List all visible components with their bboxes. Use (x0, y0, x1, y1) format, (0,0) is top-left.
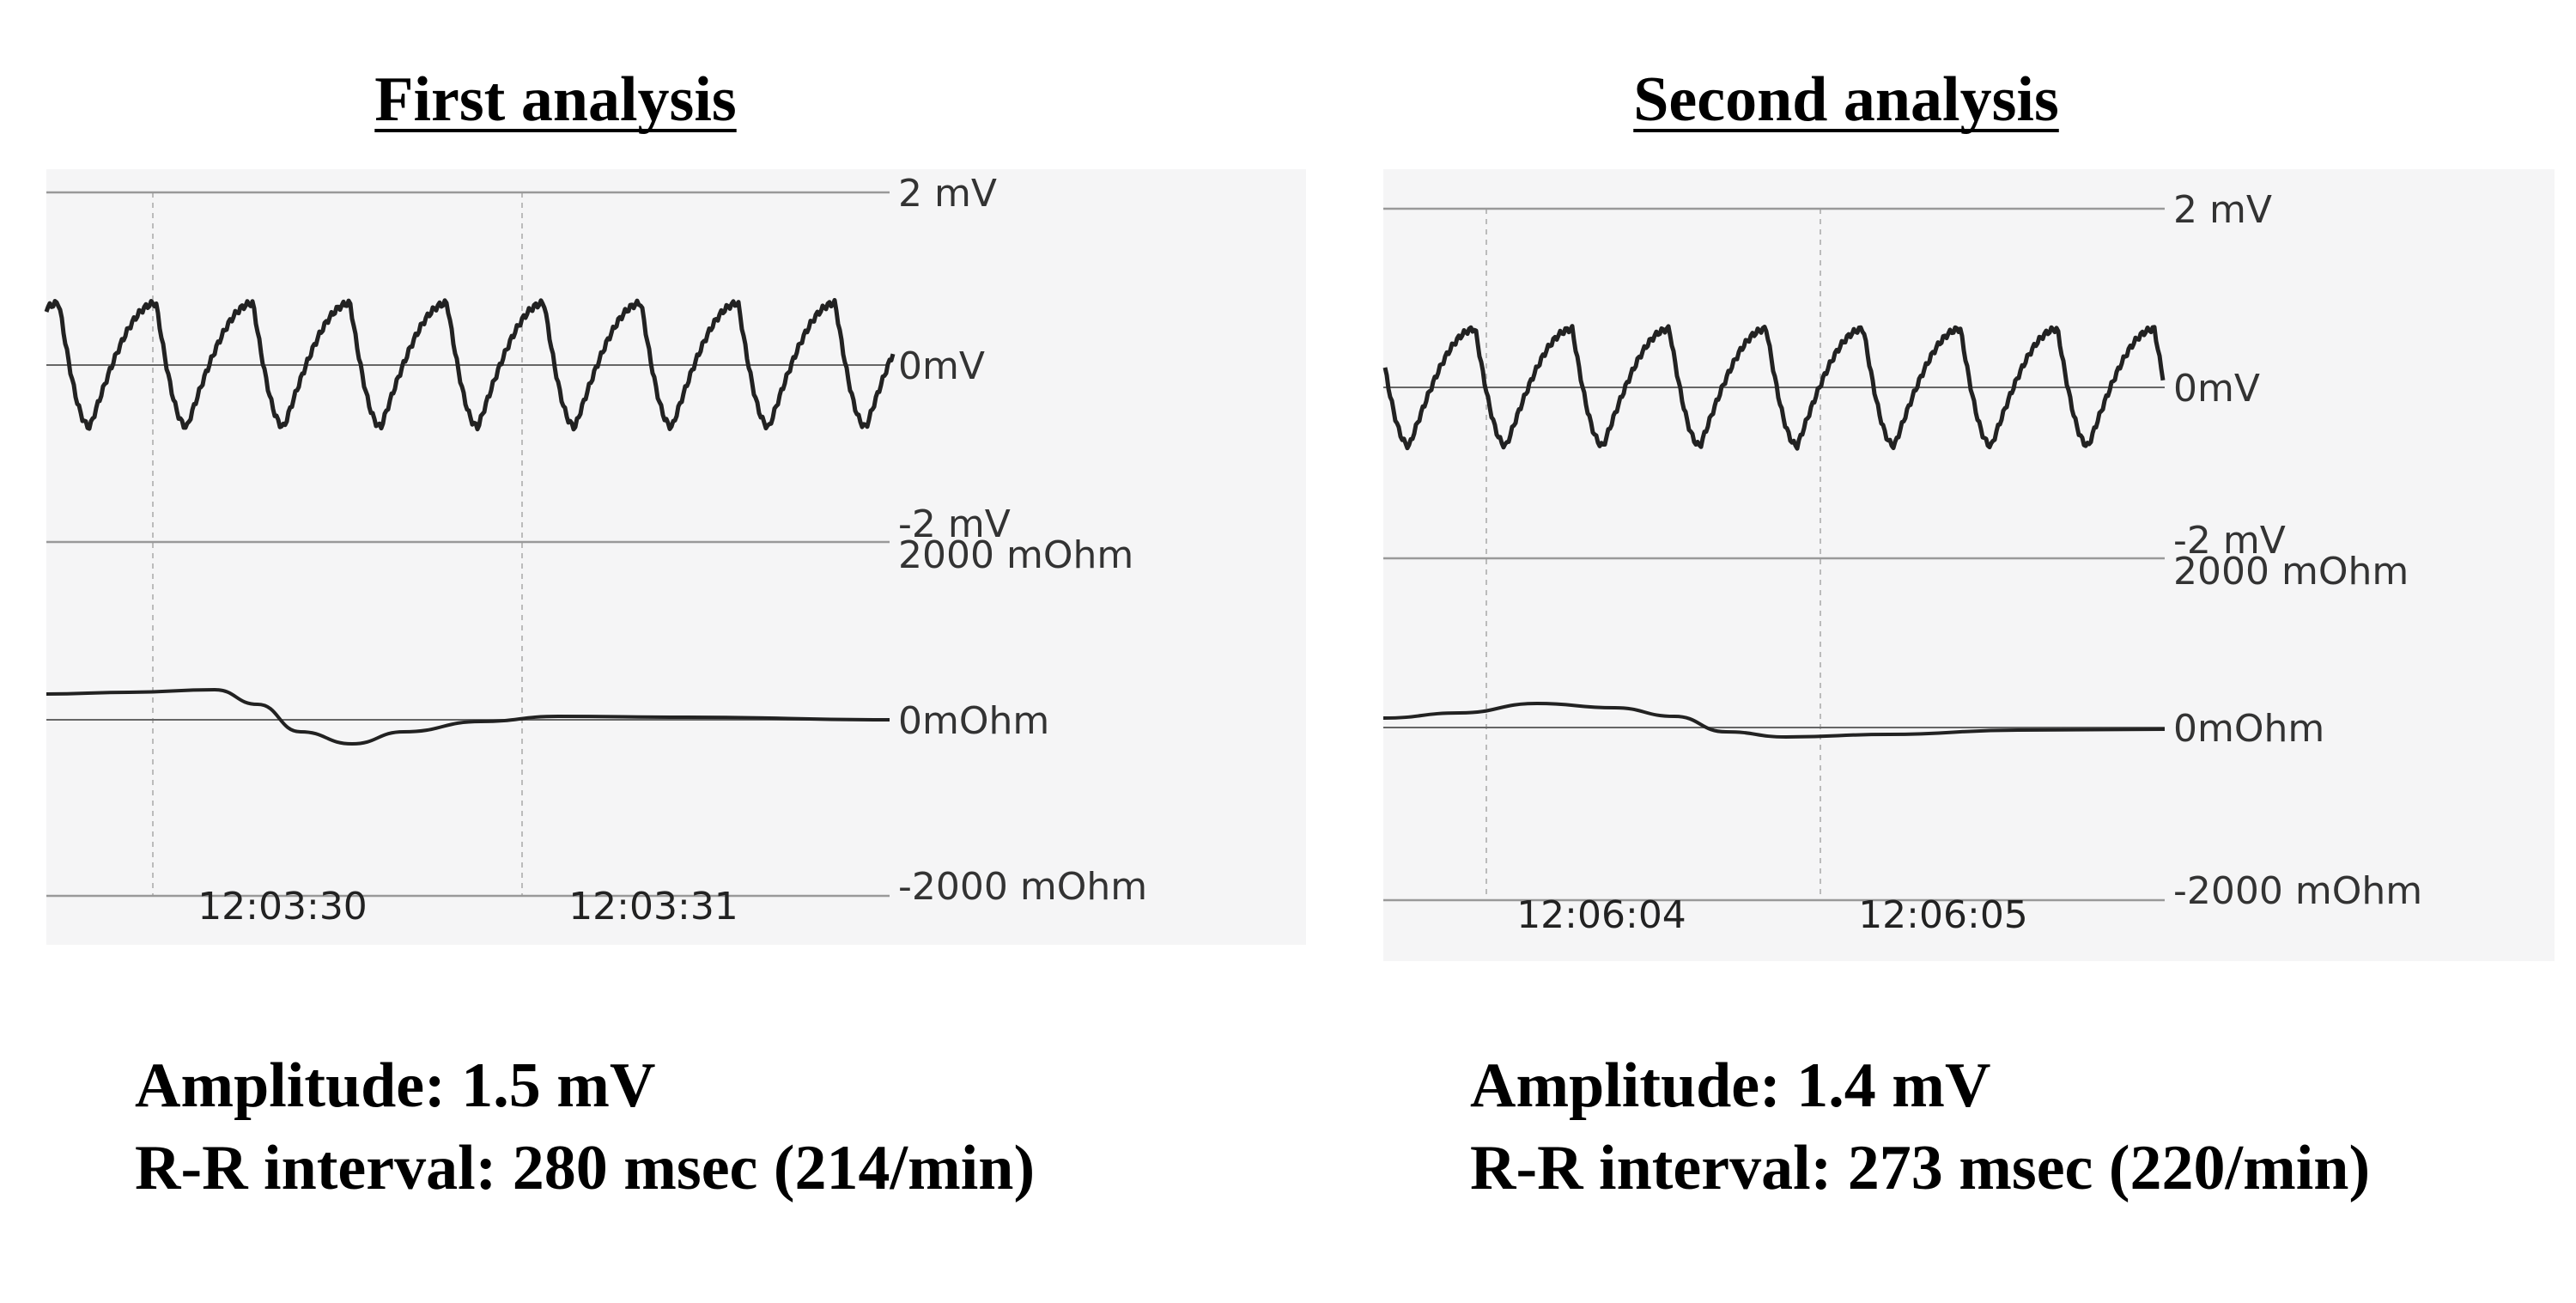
impedance-scale-label: 0mOhm (2173, 707, 2324, 751)
ecg-scale-label: 2 mV (2173, 188, 2272, 232)
ecg-scale-label: 0mV (2173, 367, 2260, 411)
time-label: 12:03:31 (568, 885, 738, 929)
rr-interval-note: R-R interval: 280 msec (214/min) (135, 1133, 1035, 1203)
time-label: 12:03:30 (197, 885, 368, 929)
panel-title: Second analysis (1633, 64, 2059, 135)
time-label: 12:06:04 (1516, 893, 1686, 937)
impedance-scale-label: -2000 mOhm (898, 865, 1147, 909)
impedance-scale-label: 2000 mOhm (898, 533, 1133, 577)
strip-background (1383, 169, 2555, 961)
ecg-scale-label: 2 mV (898, 172, 997, 216)
ecg-trace (1382, 324, 2166, 451)
ecg-scale-label: -2 mV (898, 502, 1011, 546)
amplitude-note: Amplitude: 1.4 mV (1470, 1050, 1990, 1121)
ecg-scale-label: 0mV (898, 344, 985, 388)
panel-title: First analysis (374, 64, 736, 135)
time-label: 12:06:05 (1858, 893, 2028, 937)
amplitude-note: Amplitude: 1.5 mV (135, 1050, 655, 1121)
ecg-trace (44, 297, 896, 432)
impedance-scale-label: 0mOhm (898, 699, 1049, 743)
impedance-scale-label: -2000 mOhm (2173, 869, 2422, 913)
impedance-trace (46, 687, 890, 746)
ecg-scale-label: -2 mV (2173, 519, 2286, 563)
rr-interval-note: R-R interval: 273 msec (220/min) (1470, 1133, 2370, 1203)
impedance-scale-label: 2000 mOhm (2173, 550, 2409, 594)
strip-background (46, 169, 1306, 945)
impedance-trace (1382, 701, 2166, 740)
